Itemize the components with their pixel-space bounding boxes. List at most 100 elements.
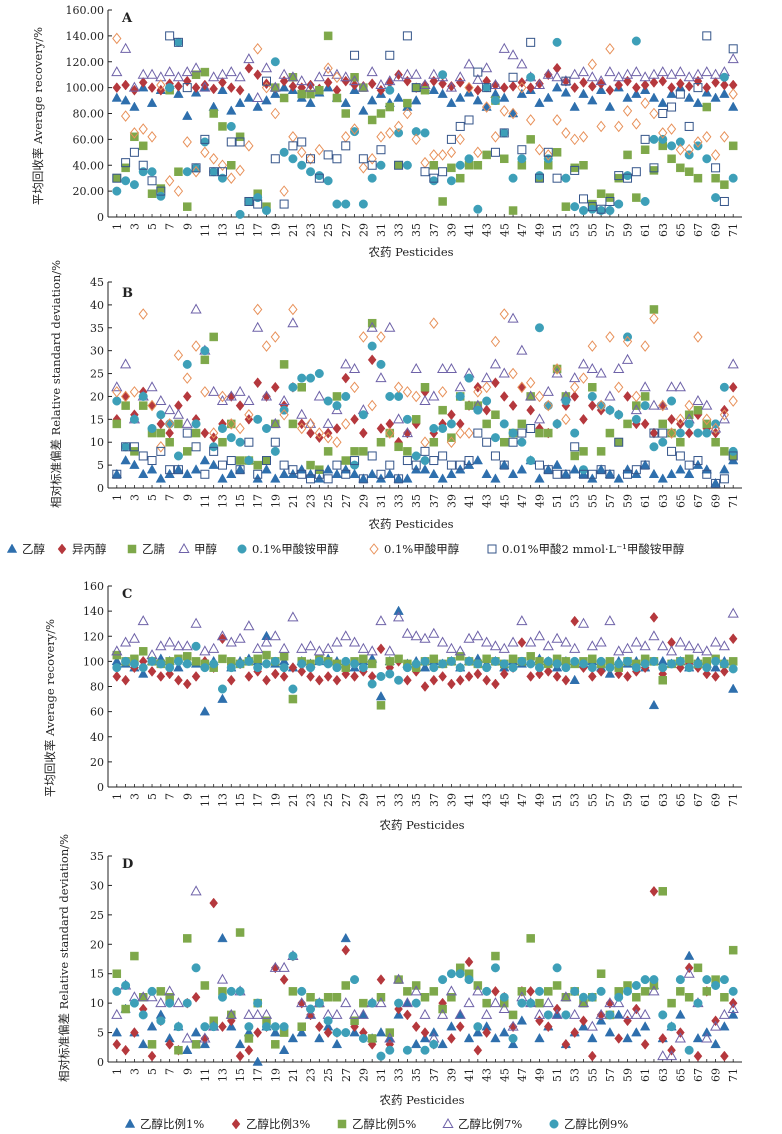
panel-a-point	[719, 72, 729, 82]
panel-a-series-4	[111, 42, 739, 102]
panel-b-point	[403, 447, 412, 456]
panel-a-point	[226, 82, 236, 94]
panel-c-point	[332, 663, 342, 673]
panel-b-point	[623, 469, 633, 479]
panel-d-point	[429, 987, 439, 996]
panel-b-point	[728, 451, 738, 461]
panel-d-point	[499, 1027, 510, 1037]
panel-d-point	[640, 975, 650, 985]
panel-a-letter: A	[121, 11, 133, 26]
panel-a-point	[165, 31, 175, 41]
panel-d-point	[244, 1034, 254, 1043]
panel-b-point	[464, 427, 474, 439]
panel-a-point	[138, 160, 148, 170]
panel-b-x-tick-label: 57	[604, 494, 617, 508]
panel-c-point	[526, 671, 535, 682]
panel-d-point	[464, 975, 474, 985]
panel-a-point	[667, 82, 676, 94]
panel-a-point	[349, 123, 360, 135]
legend-top: 乙醇 异丙醇 乙腈 甲醇 0.1%甲酸铵甲醇 0.1%甲酸甲醇 0.01%甲酸2 mmol·…	[6, 542, 685, 556]
panel-b-point	[657, 473, 668, 483]
panel-d-x-tick-label: 43	[481, 1068, 494, 1082]
panel-b-x-tick-label: 29	[357, 494, 370, 508]
panel-d-x-tick-label: 33	[393, 1068, 406, 1082]
panel-b-point	[164, 418, 175, 430]
panel-a-point	[631, 118, 641, 130]
panel-d-x-tick-label: 49	[533, 1068, 546, 1082]
panel-a-x-tick-label: 27	[340, 223, 353, 237]
panel-c-y-tick-label: 160	[83, 580, 104, 593]
panel-d-series-3	[112, 887, 738, 1055]
panel-d-point	[253, 1027, 263, 1038]
panel-c-point	[341, 656, 351, 666]
panel-b-point	[182, 468, 193, 479]
panel-b-point	[270, 473, 281, 483]
panel-a-point	[253, 199, 263, 209]
panel-c-point	[490, 656, 500, 666]
panel-c-point	[332, 674, 342, 686]
panel-b-point	[411, 390, 421, 403]
panel-d-point	[499, 992, 509, 1002]
panel-d-point	[147, 1040, 157, 1049]
panel-c-point	[165, 663, 175, 673]
panel-d-point	[191, 1040, 201, 1049]
panel-b-point	[649, 305, 659, 314]
panel-a-point	[420, 156, 430, 169]
panel-a-point	[658, 75, 668, 87]
panel-a-y-tick-label: 120.00	[66, 56, 105, 69]
panel-d-point	[570, 1027, 580, 1038]
panel-d-point	[270, 962, 280, 974]
panel-b-point	[138, 401, 148, 410]
panel-b-point	[454, 381, 466, 392]
panel-b-point	[543, 399, 553, 412]
panel-c-point	[173, 662, 184, 672]
panel-c-point	[367, 659, 377, 669]
panel-b-point	[517, 428, 527, 438]
panel-b-point	[402, 456, 412, 466]
panel-b-x-tick-label: 41	[463, 494, 476, 508]
panel-b-point	[508, 437, 518, 447]
panel-b-point	[323, 431, 333, 444]
panel-a-point	[482, 150, 491, 160]
panel-a-point	[278, 82, 290, 92]
panel-c-point	[217, 693, 228, 703]
panel-a-point	[341, 109, 350, 118]
panel-b-point	[499, 391, 509, 402]
panel-a-point	[728, 101, 739, 111]
panel-b-point	[429, 437, 439, 447]
panel-c-point	[604, 668, 616, 678]
legend-label: 乙腈	[142, 542, 165, 556]
panel-a-point	[429, 161, 439, 170]
panel-b-point	[552, 469, 562, 479]
panel-a-point	[367, 173, 377, 183]
panel-c-point	[216, 630, 229, 641]
panel-a-point	[498, 42, 510, 53]
panel-d-point	[226, 986, 236, 996]
panel-b-point	[287, 317, 299, 328]
panel-a-point	[403, 75, 412, 87]
panel-b-series-4	[111, 303, 739, 438]
panel-a-x-tick-label: 23	[305, 223, 318, 237]
panel-d-point	[718, 1008, 730, 1019]
panel-d-xlabel: 农药 Pesticides	[379, 1093, 464, 1107]
panel-b-point	[614, 381, 624, 394]
panel-d-point	[709, 1020, 722, 1031]
panel-b-point	[403, 427, 412, 439]
panel-c-point	[649, 612, 659, 623]
panel-b-x-tick-label: 47	[516, 494, 529, 508]
panel-b-point	[200, 355, 210, 365]
panel-b-point	[279, 360, 289, 369]
panel-b-point	[191, 428, 201, 438]
panel-b-point	[605, 405, 615, 415]
panel-c-point	[614, 659, 624, 669]
panel-b-point	[262, 391, 271, 402]
panel-b-point	[112, 396, 122, 406]
panel-b-point	[604, 390, 616, 401]
panel-d-point	[209, 1022, 219, 1032]
panel-a-point	[727, 53, 739, 64]
panel-c-point	[306, 671, 315, 682]
panel-c-point	[454, 645, 466, 656]
panel-c-x-tick-label: 27	[340, 793, 353, 807]
panel-b-point	[182, 391, 192, 402]
panel-a-point	[640, 97, 650, 109]
